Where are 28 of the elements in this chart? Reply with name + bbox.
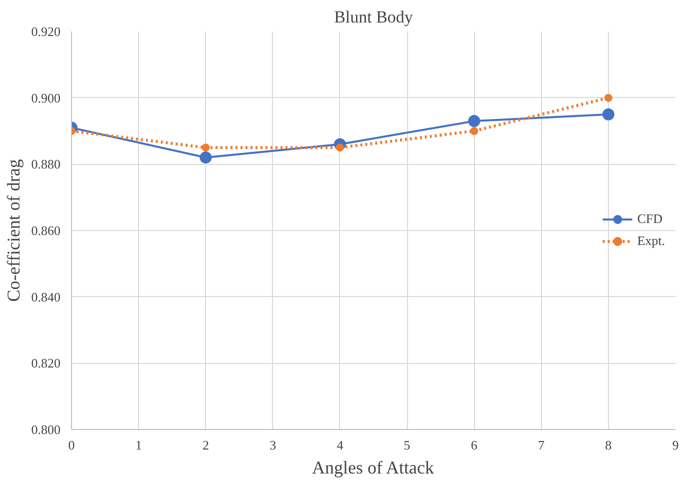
- legend-label: Expt.: [637, 233, 665, 249]
- point: [200, 152, 212, 164]
- x-tick-label: 6: [470, 438, 478, 452]
- y-tick-label: 0.900: [31, 90, 60, 106]
- x-tick-label: 4: [336, 438, 344, 452]
- y-tick-label: 0.800: [31, 422, 60, 437]
- x-tick-label: 7: [538, 438, 546, 452]
- x-tick-label: 3: [270, 438, 276, 452]
- x-tick-label: 1: [135, 438, 142, 452]
- y-tick-label: 0.880: [31, 156, 60, 172]
- point: [470, 127, 478, 135]
- legend-label: CFD: [637, 211, 662, 227]
- point: [604, 94, 612, 102]
- point: [202, 144, 210, 152]
- x-tick-label: 5: [404, 438, 410, 452]
- y-tick-label: 0.820: [31, 356, 60, 371]
- y-axis-title: Co-efficient of drag: [3, 159, 24, 302]
- y-tick-label: 0.840: [31, 289, 60, 304]
- x-tick-label: 8: [605, 438, 612, 452]
- x-tick-label: 2: [202, 438, 209, 452]
- x-tick-label: 0: [68, 438, 75, 452]
- x-axis-title: Angles of Attack: [312, 458, 434, 478]
- chart-title: Blunt Body: [334, 8, 414, 26]
- point: [468, 115, 480, 128]
- point: [602, 108, 614, 120]
- y-tick-label: 0.860: [31, 223, 60, 238]
- y-tick-label: 0.920: [31, 24, 60, 39]
- x-tick-label: 9: [672, 438, 679, 452]
